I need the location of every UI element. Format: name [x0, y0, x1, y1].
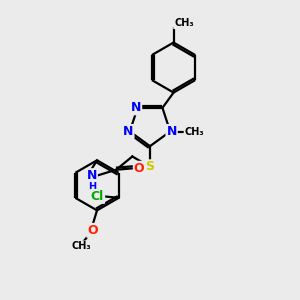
Text: O: O [134, 162, 144, 175]
Text: Cl: Cl [91, 190, 104, 203]
Text: H: H [88, 182, 96, 192]
Text: N: N [86, 169, 97, 182]
Text: N: N [167, 125, 177, 138]
Text: CH₃: CH₃ [184, 127, 204, 136]
Text: N: N [131, 101, 141, 114]
Text: N: N [123, 125, 134, 138]
Text: CH₃: CH₃ [174, 18, 194, 28]
Text: CH₃: CH₃ [72, 241, 92, 251]
Text: O: O [87, 224, 98, 237]
Text: S: S [146, 160, 154, 173]
